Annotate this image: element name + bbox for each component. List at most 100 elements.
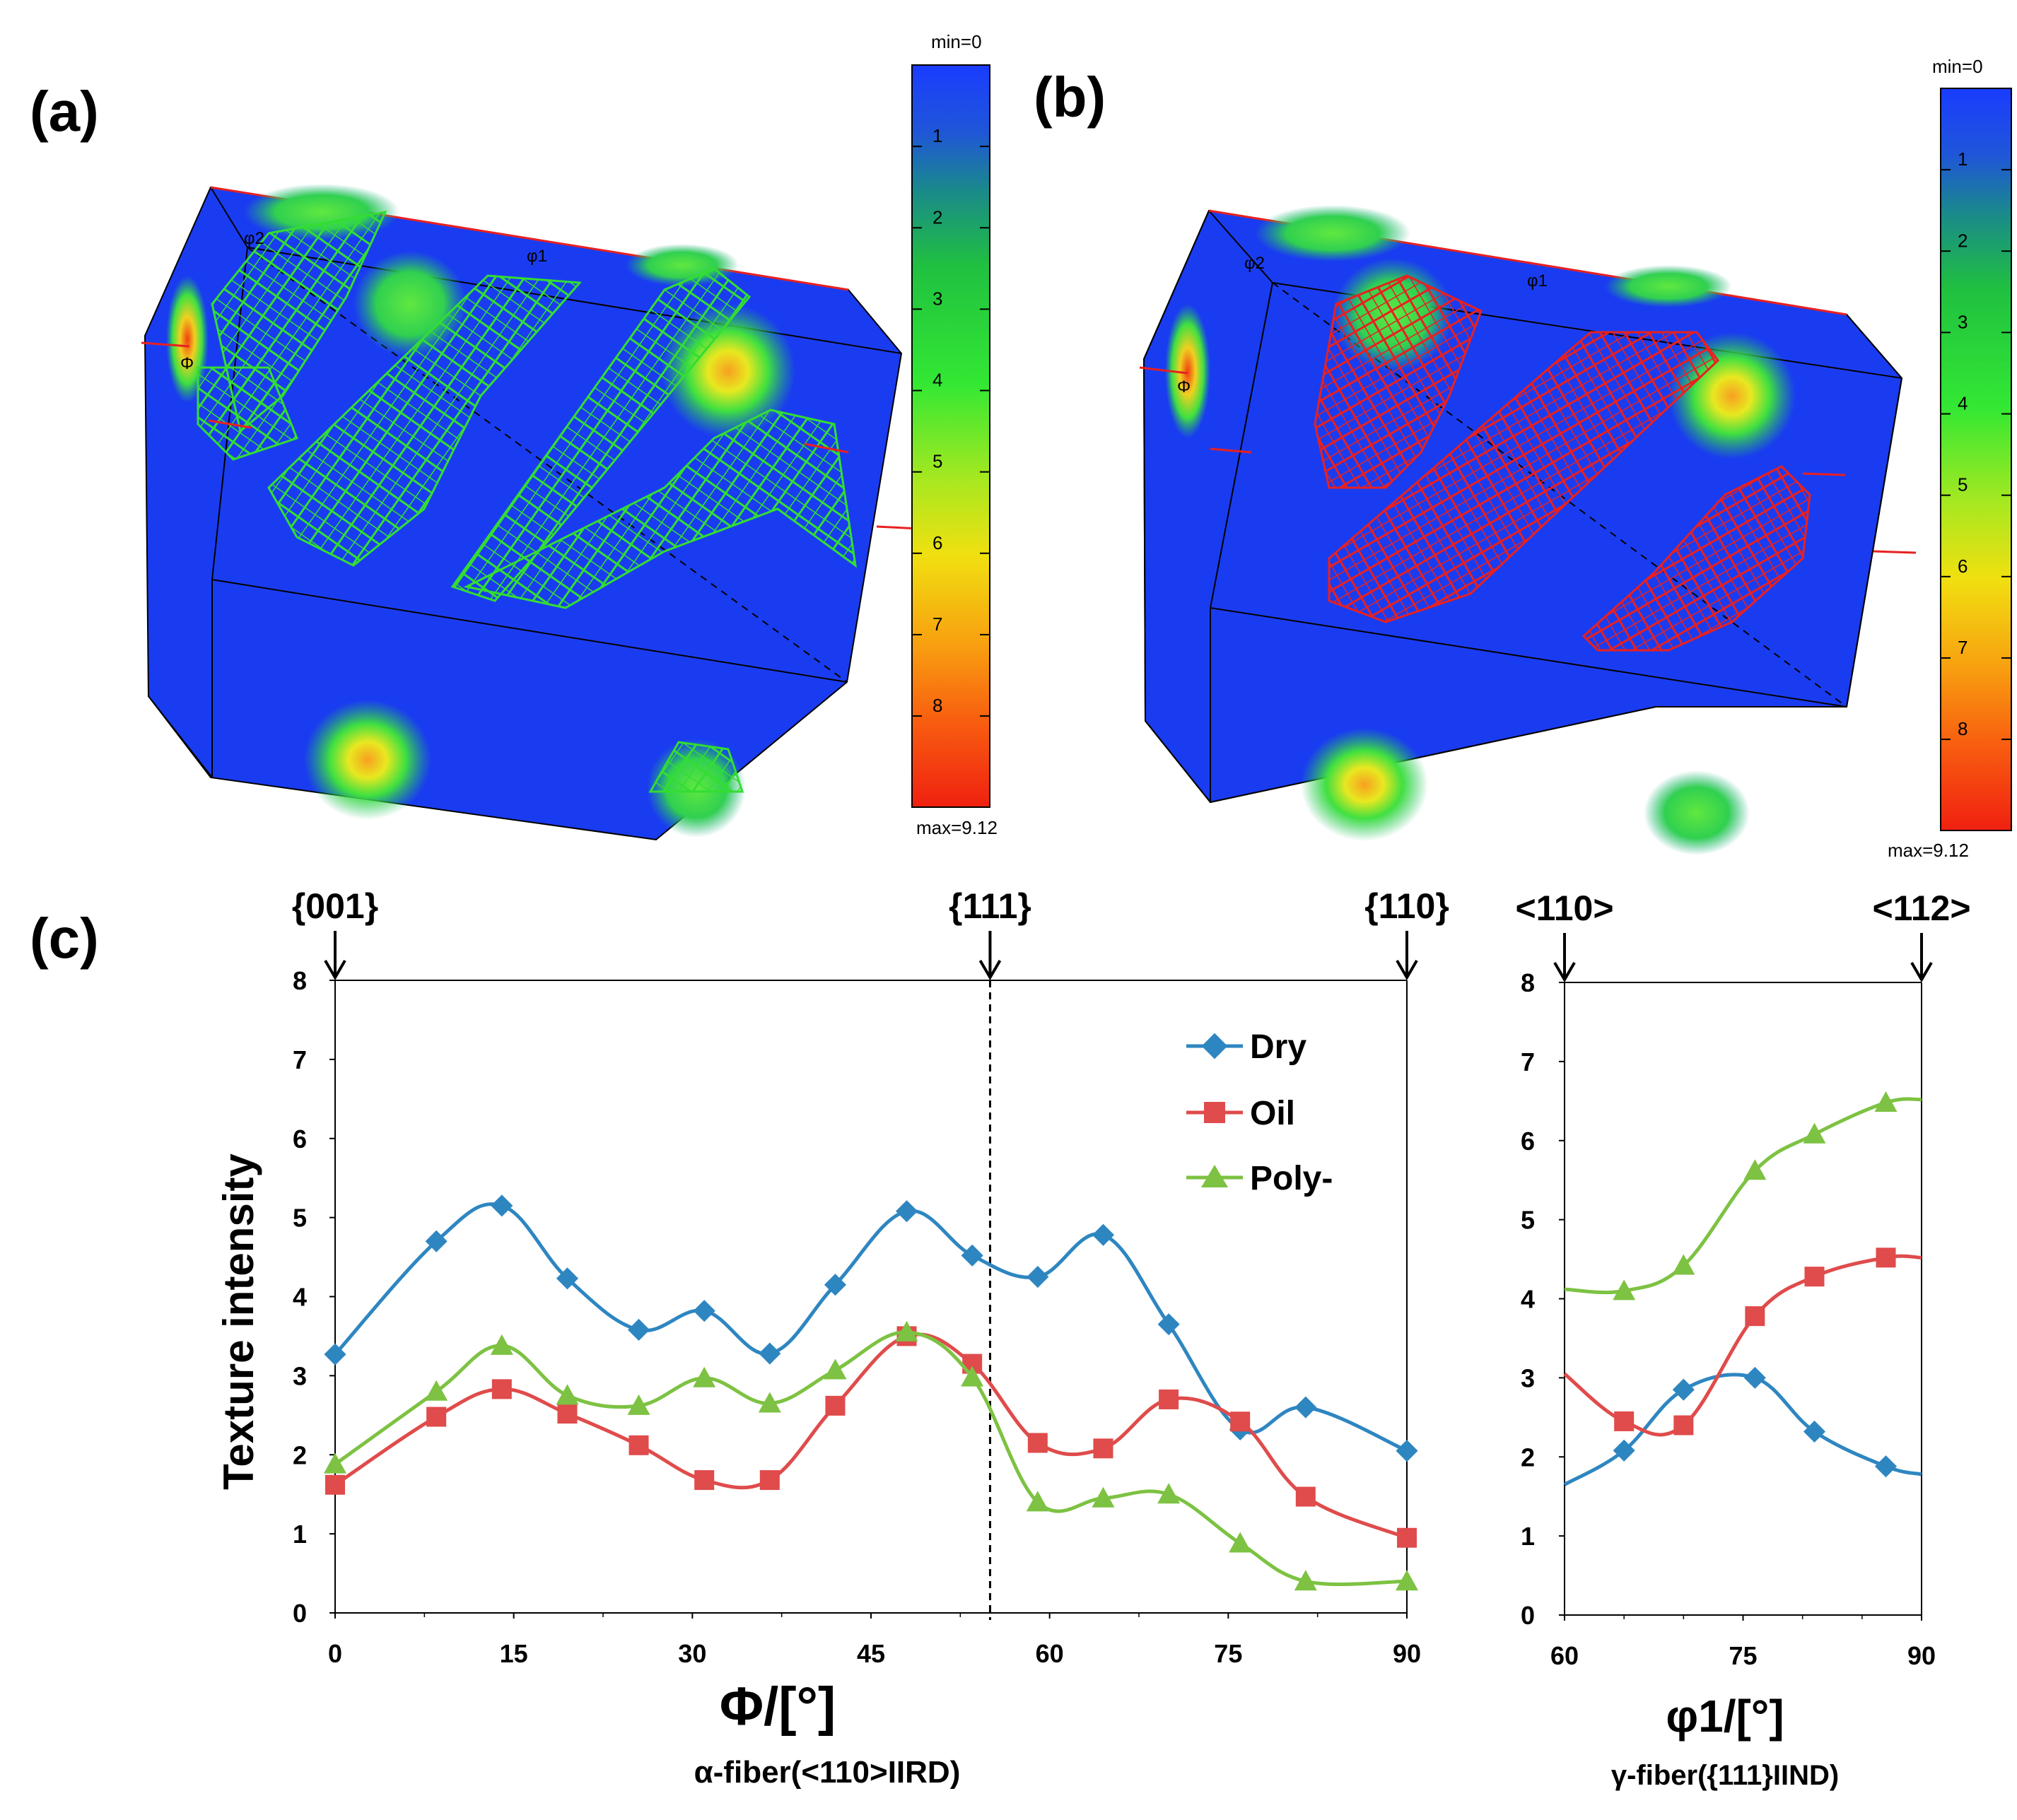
alpha-point-oil — [1093, 1438, 1113, 1459]
gamma-ytick-label: 2 — [1521, 1443, 1535, 1472]
gamma-ytick-label: 4 — [1521, 1285, 1535, 1314]
colorbar-a-tick-label: 4 — [933, 370, 942, 391]
alpha-ytick-label: 0 — [293, 1599, 307, 1628]
gamma-ytick-label: 7 — [1521, 1047, 1535, 1076]
alpha-point-dry — [491, 1194, 513, 1217]
alpha-point-poly — [1157, 1483, 1181, 1504]
gamma-ytick-label: 8 — [1521, 968, 1535, 997]
alpha-point-dry — [961, 1244, 983, 1267]
gamma-series-line-oil — [1563, 1254, 1922, 1437]
gamma-xtick-label: 75 — [1729, 1641, 1757, 1670]
alpha-point-oil — [426, 1407, 447, 1427]
legend-dry-label: Dry — [1250, 1028, 1306, 1066]
alpha-point-poly — [490, 1334, 513, 1355]
odf-a-phi2-label: φ2 — [244, 229, 264, 248]
colorbar-a-tick-label: 8 — [933, 695, 942, 716]
gamma-top-arrow-head — [1553, 961, 1576, 982]
gamma-subtitle: γ-fiber({111}IIND) — [1611, 1760, 1839, 1791]
alpha-point-poly — [1294, 1570, 1317, 1591]
alpha-point-dry — [1294, 1396, 1317, 1419]
colorbar-a-tick-label: 2 — [933, 206, 942, 228]
alpha-point-poly — [556, 1384, 579, 1405]
colorbar-b: min=0 max=9.12 1 2 3 4 5 6 7 8 — [1888, 56, 2012, 861]
gamma-xtick-label: 90 — [1907, 1641, 1936, 1670]
gamma-point-dry — [1672, 1378, 1695, 1401]
alpha-top-marker-label: {001} — [292, 886, 378, 926]
alpha-point-poly — [425, 1380, 448, 1401]
alpha-ytick-label: 5 — [293, 1204, 307, 1233]
gamma-point-dry — [1874, 1455, 1898, 1478]
colorbar-b-min-label: min=0 — [1932, 56, 1983, 77]
alpha-series-line-oil — [334, 1332, 1408, 1540]
alpha-point-oil — [825, 1395, 846, 1416]
alpha-top-arrow-head — [324, 959, 346, 980]
alpha-series-line-dry — [334, 1202, 1408, 1452]
colorbar-b-tick-label: 7 — [1958, 637, 1968, 658]
legend-oil-marker — [1204, 1102, 1225, 1123]
gamma-point-poly — [1613, 1279, 1636, 1301]
gamma-top-arrow-head — [1910, 961, 1933, 982]
legend-poly-label: Poly- — [1250, 1160, 1333, 1197]
gamma-series-line-poly — [1564, 1097, 1922, 1295]
colorbar-b-tick-label: 8 — [1958, 718, 1968, 739]
colorbar-a-tick-label: 5 — [933, 451, 942, 472]
alpha-ytick-label: 4 — [293, 1283, 307, 1312]
alpha-ytick-label: 7 — [293, 1045, 307, 1074]
gamma-ytick-label: 1 — [1521, 1522, 1535, 1551]
alpha-xtick-label: 15 — [500, 1639, 528, 1668]
colorbar-a-tick-label: 6 — [933, 532, 942, 553]
odf-panel-a: φ2 φ1 Φ — [141, 184, 920, 841]
alpha-point-oil — [1159, 1389, 1179, 1409]
alpha-xtick-label: 45 — [857, 1639, 885, 1668]
colorbar-b-tick-label: 4 — [1958, 393, 1968, 414]
alpha-xtick-label: 60 — [1036, 1639, 1064, 1668]
panel-label-c: (c) — [30, 907, 99, 970]
legend-item-poly: Poly- — [1186, 1160, 1333, 1197]
gamma-point-oil — [1614, 1411, 1635, 1431]
alpha-xlabel: Φ/[°] — [720, 1677, 836, 1737]
colorbar-b-max-label: max=9.12 — [1888, 840, 1969, 861]
alpha-ytick-label: 6 — [293, 1125, 307, 1153]
alpha-point-poly — [824, 1358, 847, 1380]
gamma-fiber-chart: 0 1 2 3 4 5 6 7 8 60 75 90 <110> <112> φ1/[°] γ-fibe… — [1515, 888, 1970, 1791]
alpha-point-poly — [1092, 1486, 1115, 1508]
alpha-point-dry — [1396, 1440, 1418, 1462]
colorbar-a-max-label: max=9.12 — [916, 817, 998, 838]
legend-poly-marker — [1201, 1165, 1228, 1187]
gamma-point-poly — [1874, 1091, 1898, 1112]
alpha-point-poly — [758, 1392, 781, 1413]
alpha-point-dry — [759, 1342, 781, 1365]
gamma-top-marker-label: <110> — [1515, 888, 1613, 928]
alpha-top-marker-label: {110} — [1364, 886, 1449, 926]
gamma-xlabel: φ1/[°] — [1666, 1691, 1784, 1742]
gamma-point-dry — [1613, 1439, 1635, 1462]
gamma-point-dry — [1803, 1420, 1826, 1443]
alpha-point-dry — [627, 1318, 650, 1341]
alpha-point-poly — [895, 1320, 918, 1341]
gamma-point-oil — [1876, 1247, 1896, 1268]
alpha-point-oil — [1295, 1486, 1316, 1507]
colorbar-a: min=0 max=9.12 1 2 3 4 5 6 7 8 — [911, 31, 998, 838]
gamma-top-marker-label: <112> — [1872, 888, 1970, 928]
alpha-point-dry — [895, 1200, 918, 1223]
odf-b-phi1-label: φ1 — [1527, 271, 1548, 290]
gamma-point-poly — [1672, 1254, 1695, 1275]
odf-b-Phi-label: Φ — [1177, 377, 1191, 397]
alpha-top-arrow-head — [1396, 959, 1418, 980]
gamma-point-oil — [1745, 1306, 1765, 1327]
alpha-point-poly — [324, 1452, 346, 1474]
alpha-point-dry — [1027, 1265, 1049, 1288]
alpha-point-oil — [629, 1435, 649, 1455]
colorbar-a-tick-label: 3 — [933, 288, 942, 309]
alpha-point-dry — [1092, 1223, 1115, 1246]
legend-item-dry: Dry — [1186, 1028, 1306, 1066]
alpha-point-oil — [1397, 1527, 1417, 1548]
alpha-xtick-label: 0 — [328, 1639, 342, 1668]
gamma-ytick-label: 3 — [1521, 1363, 1535, 1392]
alpha-point-oil — [557, 1404, 578, 1424]
alpha-ytick-label: 8 — [293, 966, 307, 995]
alpha-point-oil — [1027, 1433, 1048, 1453]
alpha-point-poly — [693, 1366, 716, 1387]
gamma-ytick-label: 5 — [1521, 1206, 1535, 1235]
